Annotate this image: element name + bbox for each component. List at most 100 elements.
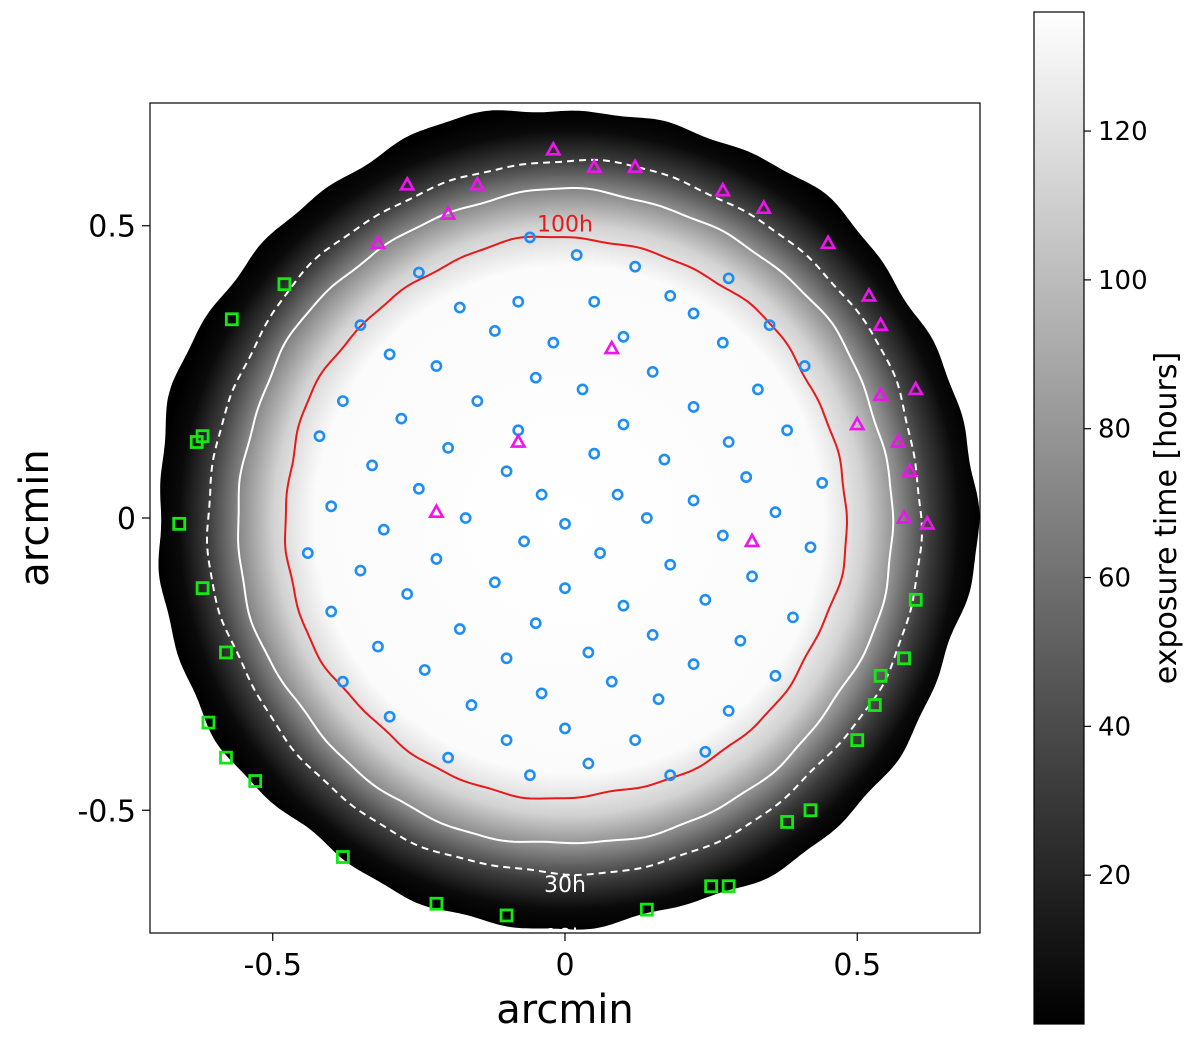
source-circle <box>529 617 542 630</box>
source-circle <box>412 482 425 495</box>
source-circle <box>652 693 665 706</box>
source-circle <box>465 699 478 711</box>
source-square <box>873 668 888 683</box>
source-circle <box>430 360 443 372</box>
source-circle <box>687 401 700 413</box>
source-circle <box>716 529 729 542</box>
source-circle <box>640 512 653 524</box>
source-square <box>780 815 795 829</box>
colorbar-gradient <box>1033 11 1085 1025</box>
source-circle <box>418 664 431 676</box>
source-circle <box>781 424 794 437</box>
x-axis-ticks: -0.5 0 0.5 <box>243 933 881 983</box>
source-circle <box>559 722 571 735</box>
source-circle <box>664 558 677 571</box>
source-circle <box>722 272 735 285</box>
source-square <box>195 581 210 596</box>
source-triangle <box>743 532 761 548</box>
source-circle <box>588 447 601 460</box>
source-circle <box>383 348 396 361</box>
source-circle <box>687 307 700 320</box>
source-circle <box>716 336 729 349</box>
y-axis-label: arcmin <box>12 449 58 587</box>
contour-lines <box>206 158 924 877</box>
source-circle <box>453 623 466 635</box>
colorbar-tick-label: 100 <box>1098 266 1148 296</box>
x-tick-label: 0 <box>555 948 574 983</box>
source-circle <box>518 535 530 548</box>
source-triangle <box>398 175 416 191</box>
source-square <box>248 774 263 788</box>
source-circle <box>442 751 454 764</box>
y-tick-label: 0 <box>117 502 136 537</box>
source-square <box>429 896 444 911</box>
source-square <box>224 312 239 327</box>
colorbar-ticks: 20 40 60 80 100 120 <box>1084 117 1148 891</box>
source-circle <box>787 611 799 624</box>
source-circle <box>751 383 764 396</box>
source-circle <box>313 430 326 443</box>
source-circle <box>594 547 606 559</box>
source-triangle <box>895 508 913 524</box>
colorbar-tick-label: 20 <box>1098 861 1131 891</box>
contour-10h <box>206 158 924 877</box>
source-markers <box>172 140 936 923</box>
source-triangle <box>585 158 603 174</box>
x-tick-label: -0.5 <box>243 948 302 983</box>
source-circle <box>366 459 379 472</box>
colorbar-label: exposure time [hours] <box>1149 352 1184 684</box>
colorbar-tick-label: 120 <box>1098 117 1148 147</box>
source-square <box>897 651 911 666</box>
source-circle <box>798 360 811 372</box>
source-circle <box>699 745 712 758</box>
source-circle <box>646 629 659 641</box>
source-circle <box>582 757 595 770</box>
source-square <box>704 879 719 894</box>
source-square <box>172 516 187 531</box>
source-triangle <box>603 339 621 355</box>
source-triangle <box>626 158 644 174</box>
source-circle <box>646 365 659 378</box>
source-circle <box>442 441 454 454</box>
source-circle <box>722 436 735 448</box>
source-circle <box>664 769 677 782</box>
source-circle <box>500 734 513 747</box>
source-circle <box>336 395 349 407</box>
source-circle <box>459 512 472 524</box>
source-circle <box>687 658 700 671</box>
source-circle <box>500 465 513 478</box>
source-square <box>219 750 233 765</box>
source-circle <box>372 640 384 653</box>
contour-label-10h: 10h <box>544 926 586 951</box>
source-circle <box>524 231 536 244</box>
source-circle <box>570 249 583 261</box>
source-circle <box>377 523 390 536</box>
contour-label-30h: 30h <box>544 873 586 898</box>
source-circle <box>453 301 466 314</box>
source-circle <box>383 710 396 723</box>
source-triangle <box>860 286 878 302</box>
source-square <box>803 803 818 818</box>
colorbar: 20 40 60 80 100 120 exposure time [hours] <box>1033 11 1184 1025</box>
source-square <box>867 698 882 712</box>
source-square <box>277 277 292 292</box>
source-circle <box>617 599 630 612</box>
source-circle <box>336 675 349 688</box>
source-triangle <box>755 199 773 215</box>
source-circle <box>658 453 671 466</box>
source-triangle <box>848 415 866 431</box>
source-circle <box>354 319 367 332</box>
source-circle <box>512 295 525 308</box>
source-triangle <box>714 181 732 197</box>
y-axis-ticks: -0.5 0 0.5 <box>77 210 150 829</box>
source-square <box>639 902 654 917</box>
source-triangle <box>872 315 890 331</box>
source-square <box>219 645 233 660</box>
source-circle <box>488 325 501 337</box>
source-square <box>195 429 210 444</box>
source-circle <box>401 588 414 600</box>
source-circle <box>582 646 595 659</box>
source-triangle <box>544 140 562 156</box>
source-circle <box>664 289 677 302</box>
